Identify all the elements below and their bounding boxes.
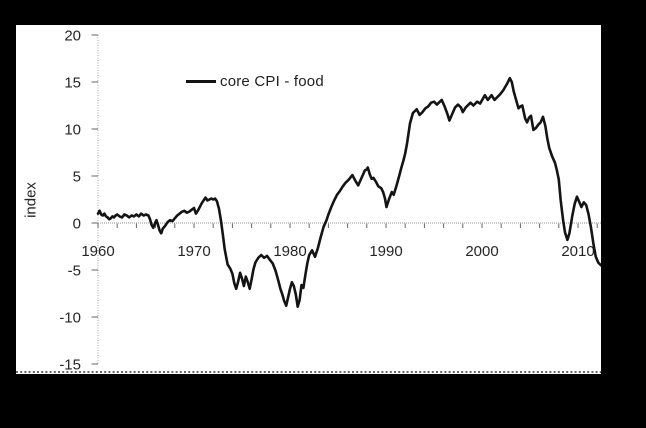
y-axis-title: index bbox=[22, 182, 40, 218]
y-axis-tick-label: 15 bbox=[64, 75, 81, 92]
y-axis-tick-label: 0 bbox=[73, 216, 81, 233]
x-axis-tick-label: 1960 bbox=[81, 243, 114, 260]
x-axis-tick-label: 1990 bbox=[369, 243, 402, 260]
legend-label: core CPI - food bbox=[220, 72, 324, 90]
legend-line-swatch-icon bbox=[186, 79, 216, 83]
chart-canvas: 20 15 10 5 0 -5 -10 -15 1960 1970 1980 1990 2000 2010 bbox=[16, 28, 601, 374]
chart-panel: 20 15 10 5 0 -5 -10 -15 1960 1970 1980 1990 2000 2010… bbox=[16, 25, 601, 374]
series-line-core-cpi-food bbox=[96, 76, 601, 308]
x-axis-tick-label: 1980 bbox=[273, 243, 306, 260]
y-axis-tick-label: 5 bbox=[73, 169, 81, 186]
y-axis-tick-label: -15 bbox=[59, 357, 81, 374]
x-axis-tick-label: 2000 bbox=[465, 243, 498, 260]
x-axis-tick-label: 2010 bbox=[561, 243, 594, 260]
y-axis-tick-label: 10 bbox=[64, 122, 81, 139]
y-axis-tick-label: -10 bbox=[59, 310, 81, 327]
y-axis-tick-label: 20 bbox=[64, 28, 81, 45]
y-axis-tick-label: -5 bbox=[68, 263, 81, 280]
x-axis-tick-label: 1970 bbox=[177, 243, 210, 260]
legend: core CPI - food bbox=[186, 72, 324, 90]
